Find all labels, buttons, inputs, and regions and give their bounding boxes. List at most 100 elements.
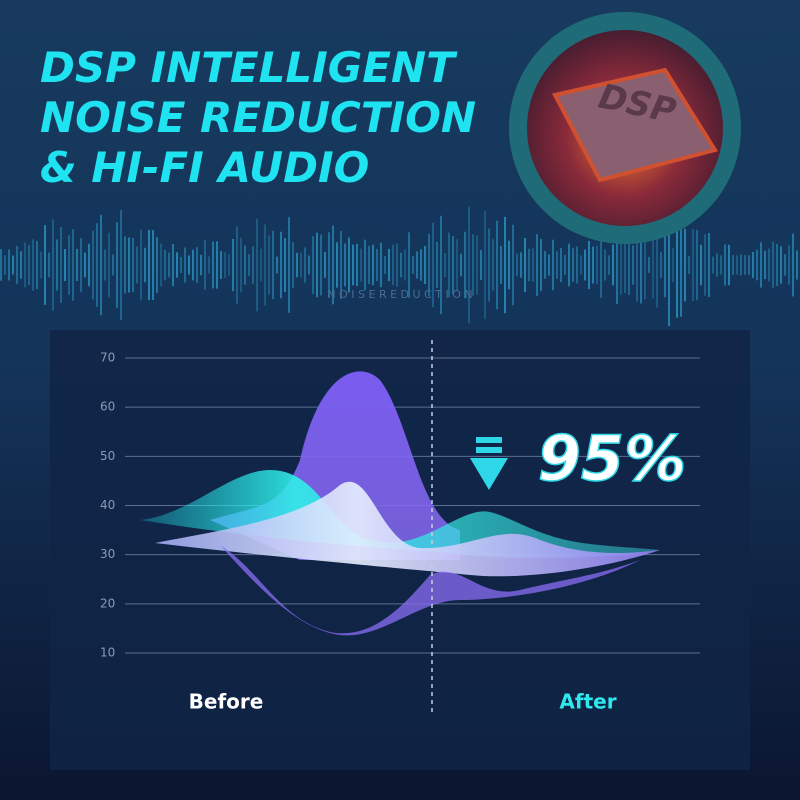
sound-bar <box>196 247 198 283</box>
y-tick-label: 60 <box>100 400 115 414</box>
sound-bar <box>164 249 166 281</box>
sound-bar <box>156 237 158 293</box>
sound-bar <box>0 249 2 281</box>
before-label: Before <box>189 690 264 714</box>
sound-bar <box>652 231 654 299</box>
sound-bar <box>604 249 606 281</box>
after-label: After <box>559 690 616 714</box>
sound-bar <box>172 244 174 286</box>
sound-bar <box>788 245 790 285</box>
sound-bar <box>100 214 102 316</box>
sound-bar <box>568 243 570 287</box>
sound-bar <box>200 254 202 276</box>
sound-bar <box>4 255 6 275</box>
sound-bar <box>552 239 554 291</box>
arrow <box>470 458 508 490</box>
sound-bar <box>312 236 314 294</box>
sound-bar <box>16 245 18 285</box>
sound-bar <box>372 244 374 286</box>
sound-bar <box>408 232 410 298</box>
sound-bar <box>792 233 794 297</box>
sound-bar <box>768 248 770 282</box>
sound-bar <box>356 243 358 287</box>
sound-bar <box>176 252 178 278</box>
sound-bar <box>36 240 38 290</box>
sound-bar <box>256 218 258 312</box>
sound-bar <box>276 256 278 274</box>
sound-bar <box>672 247 674 283</box>
sound-bar <box>204 240 206 290</box>
sound-bar <box>324 252 326 278</box>
sound-bar <box>660 252 662 278</box>
sound-bar <box>528 248 530 282</box>
sound-bar <box>88 243 90 287</box>
sound-bar <box>336 242 338 288</box>
sound-bar <box>20 251 22 279</box>
arrow-bar <box>476 447 502 453</box>
sound-bar <box>416 251 418 279</box>
sound-bar <box>92 230 94 300</box>
sound-bar <box>500 246 502 284</box>
sound-bar <box>228 254 230 276</box>
sound-bar <box>440 215 442 315</box>
sound-bar <box>400 252 402 278</box>
sound-bar <box>44 225 46 305</box>
sound-bar <box>612 244 614 286</box>
sound-bar <box>300 252 302 278</box>
sound-bar <box>320 234 322 296</box>
waves <box>140 371 660 636</box>
sound-bar <box>140 229 142 301</box>
title-line: & HI-FI AUDIO <box>40 143 369 192</box>
sound-bar <box>664 232 666 298</box>
sound-bar <box>260 248 262 282</box>
sound-bar <box>424 246 426 284</box>
sound-bar <box>192 249 194 281</box>
sound-bar <box>616 225 618 305</box>
sound-bar <box>540 238 542 292</box>
sound-bar <box>752 251 754 279</box>
sound-bar <box>692 228 694 302</box>
sound-bar <box>636 228 638 302</box>
sound-bar <box>556 251 558 279</box>
sound-bar <box>188 255 190 275</box>
sound-bar <box>764 250 766 280</box>
sound-bar <box>292 242 294 288</box>
badge-value: 95% <box>538 422 686 495</box>
sound-bar <box>168 252 170 278</box>
sound-bar <box>740 254 742 276</box>
sound-bar <box>644 230 646 300</box>
sound-bar <box>272 230 274 300</box>
sound-bar <box>728 244 730 286</box>
sound-bar <box>120 210 122 320</box>
sound-bar <box>144 247 146 283</box>
sound-bar <box>632 245 634 285</box>
sound-bar <box>548 254 550 276</box>
sound-bar <box>128 237 130 293</box>
sound-bar <box>600 232 602 298</box>
sound-bar <box>264 224 266 306</box>
sound-bar <box>492 239 494 291</box>
sound-bar <box>680 213 682 317</box>
sound-bar <box>620 234 622 296</box>
sound-bar <box>148 229 150 301</box>
sound-bar <box>772 241 774 289</box>
sound-bar <box>708 232 710 298</box>
sound-bar <box>240 237 242 293</box>
sound-bar <box>40 251 42 279</box>
sound-bar <box>136 246 138 284</box>
sound-bar <box>384 256 386 274</box>
sound-bar <box>112 254 114 276</box>
sound-bar <box>116 222 118 308</box>
sound-bar <box>280 231 282 299</box>
sound-bar <box>744 255 746 275</box>
sound-bar <box>480 249 482 281</box>
sound-bar <box>532 248 534 282</box>
sound-bar <box>152 230 154 300</box>
arrow-bar <box>476 437 502 443</box>
sound-bar <box>580 255 582 275</box>
sound-bar <box>780 246 782 284</box>
sound-bar <box>84 252 86 278</box>
sound-bar <box>584 249 586 281</box>
sound-bar <box>308 255 310 275</box>
sound-bar <box>656 222 658 308</box>
